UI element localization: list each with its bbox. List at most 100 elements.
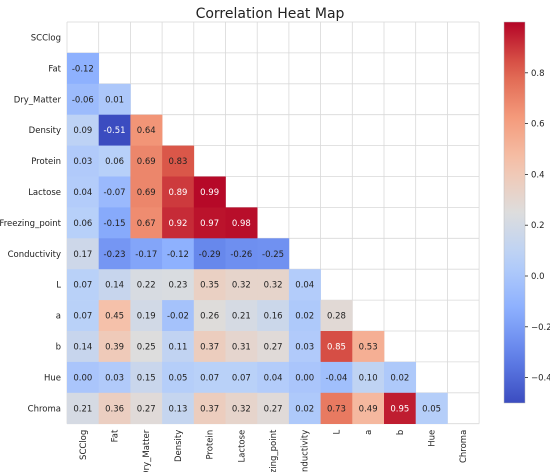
heatmap-cell-rect	[67, 238, 99, 270]
heatmap-cell: 0.37	[193, 331, 226, 363]
heatmap-cell-value: -0.25	[262, 250, 284, 260]
heatmap-cell: 0.03	[98, 361, 131, 394]
heatmap-cell-rect	[162, 207, 195, 239]
heatmap-cell-value: 0.89	[168, 188, 187, 198]
heatmap-cell-value: -0.04	[325, 373, 347, 383]
heatmap-cell-value: -0.51	[104, 126, 126, 136]
heatmap-cell: 0.32	[257, 269, 290, 301]
heatmap-cell: 0.32	[225, 269, 258, 301]
colorbar-tick-label: 0.8	[531, 69, 545, 79]
heatmap-cell-rect	[98, 83, 131, 115]
colorbar-tick-label: −0.2	[531, 323, 550, 333]
heatmap-cell-value: 0.83	[168, 157, 187, 167]
y-tick-label: Chroma	[28, 404, 61, 414]
heatmap-cell: 0.45	[98, 300, 131, 332]
heatmap-cell: 0.07	[193, 361, 226, 394]
heatmap-cell-value: 0.27	[264, 404, 283, 414]
heatmap-cell: 0.15	[130, 361, 163, 394]
heatmap-cell: 0.16	[257, 300, 290, 332]
heatmap-cell: 0.02	[288, 392, 321, 424]
heatmap-cell: 0.04	[257, 361, 290, 394]
heatmap-cell: 0.09	[67, 114, 99, 146]
heatmap-cell: -0.02	[162, 300, 195, 332]
heatmap-cell: 0.26	[193, 300, 226, 332]
heatmap-cell: 0.28	[320, 300, 353, 332]
heatmap-cell-value: 0.69	[137, 157, 156, 167]
heatmap-cell-value: 0.21	[232, 312, 251, 322]
heatmap-cell-rect	[257, 331, 290, 363]
heatmap-cell-value: 0.10	[359, 373, 378, 383]
heatmap-cell-rect	[257, 238, 290, 270]
heatmap-cell-rect	[320, 361, 353, 394]
heatmap-cell: 0.02	[384, 361, 416, 394]
heatmap-cell-rect	[130, 300, 163, 332]
colorbar-tick-label: −0.4	[531, 374, 550, 384]
heatmap-cell-value: 0.05	[168, 373, 187, 383]
heatmap-cell-value: 0.27	[137, 404, 156, 414]
heatmap-cell: 0.06	[67, 207, 99, 239]
heatmap-cell-rect	[162, 300, 195, 332]
heatmap-cell-rect	[162, 331, 195, 363]
x-tick-label: Density	[174, 430, 184, 462]
x-tick-label: a	[364, 430, 374, 435]
heatmap-cell-rect	[67, 361, 99, 394]
heatmap-cell-value: 0.07	[73, 312, 92, 322]
heatmap-cell-rect	[162, 176, 195, 208]
heatmap-cell-value: 0.32	[232, 404, 251, 414]
heatmap-cell: 0.02	[288, 300, 321, 332]
heatmap-cell-rect	[67, 114, 99, 146]
heatmap-cell-value: 0.13	[168, 404, 187, 414]
heatmap-cell-rect	[67, 145, 99, 177]
heatmap-cell-rect	[193, 207, 226, 239]
heatmap-cell-rect	[98, 361, 131, 394]
heatmap-cell-rect	[288, 269, 321, 301]
heatmap-cell-value: 0.69	[137, 188, 156, 198]
heatmap-cell-rect	[257, 269, 290, 301]
x-tick-label: Dry_Matter	[142, 429, 152, 472]
x-tick-label: b	[396, 430, 406, 435]
heatmap-cell: -0.15	[98, 207, 131, 239]
heatmap-cell: 0.14	[67, 331, 99, 363]
heatmap-cell-value: 0.04	[295, 281, 314, 291]
heatmap-cell: 0.25	[130, 331, 163, 363]
heatmap-cell-value: 0.09	[73, 126, 92, 136]
y-tick-label: L	[56, 281, 61, 291]
x-tick-label: Fat	[111, 429, 121, 442]
heatmap-cell-rect	[98, 392, 131, 424]
x-tick-label: Lactose	[237, 430, 247, 463]
heatmap-cell: 0.95	[384, 392, 416, 424]
heatmap-cell-value: 0.21	[73, 404, 92, 414]
heatmap-cell: 0.21	[225, 300, 258, 332]
heatmap-cell-rect	[98, 114, 131, 146]
heatmap-cell-value: 0.03	[73, 157, 92, 167]
heatmap-cell-rect	[98, 145, 131, 177]
heatmap-cell-rect	[67, 52, 99, 85]
y-tick-label: Freezing_point	[0, 219, 62, 229]
heatmap-cell: 0.17	[67, 238, 99, 270]
heatmap-cell-value: 0.16	[264, 312, 283, 322]
heatmap-cell-value: 0.27	[264, 342, 283, 352]
heatmap-cell-rect	[352, 392, 385, 424]
heatmap-cell-rect	[67, 331, 99, 363]
heatmap-cell-value: 0.37	[200, 342, 219, 352]
heatmap-cell-value: 0.15	[137, 373, 156, 383]
heatmap-cell-value: 0.17	[73, 250, 92, 260]
heatmap-cell: 0.11	[162, 331, 195, 363]
heatmap-cell-value: 0.37	[200, 404, 219, 414]
heatmap-cell: 0.69	[130, 145, 163, 177]
heatmap-cell-rect	[130, 361, 163, 394]
heatmap-cell-rect	[193, 300, 226, 332]
heatmap-cell-value: 0.85	[327, 342, 346, 352]
heatmap-cell-value: 0.32	[232, 281, 251, 291]
heatmap-cell-rect	[225, 300, 258, 332]
heatmap-cell-rect	[162, 361, 195, 394]
heatmap-cell-value: 0.02	[295, 312, 314, 322]
heatmap-cell-value: 0.07	[73, 281, 92, 291]
y-tick-label: SCClog	[31, 33, 61, 43]
heatmap-cell-rect	[193, 176, 226, 208]
heatmap-cell-rect	[162, 145, 195, 177]
heatmap-cell: 0.05	[415, 392, 448, 424]
heatmap-cell-rect	[257, 392, 290, 424]
y-tick-label: Hue	[44, 373, 61, 383]
